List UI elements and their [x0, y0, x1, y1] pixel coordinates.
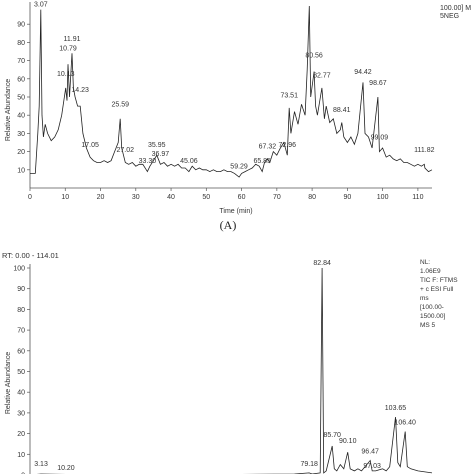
peak-label: 90.10: [339, 438, 357, 445]
panel-a-header-line-2: 5NEG: [440, 13, 459, 20]
peak-label: 11.91: [63, 36, 80, 43]
peak-label: 82.84: [313, 260, 331, 267]
peak-label: 35.95: [148, 142, 166, 149]
peak-label: 10.20: [57, 465, 75, 472]
peak-label: 80.56: [305, 53, 323, 60]
x-tick-label: 20: [97, 194, 105, 201]
panel-a-y-axis-title: Relative Abundance: [5, 79, 12, 141]
peak-label: 17.05: [81, 142, 99, 149]
y-tick-label: 90: [17, 286, 25, 293]
x-tick-label: 50: [202, 194, 210, 201]
panel-b-info-ms-level: MS 5: [420, 322, 436, 329]
peak-label: 36.97: [152, 151, 170, 158]
panel-a-label: (A): [220, 218, 237, 232]
y-tick-label: 30: [17, 131, 25, 138]
peak-label: 103.65: [385, 405, 407, 412]
x-tick-label: 10: [61, 194, 69, 201]
x-tick-label: 80: [308, 194, 316, 201]
y-tick-label: 80: [17, 40, 25, 47]
x-tick-label: 90: [343, 194, 351, 201]
x-tick-label: 40: [167, 194, 175, 201]
y-tick-label: 30: [17, 410, 25, 417]
peak-label: 3.13: [34, 461, 48, 468]
panel-b-info-nl: NL:: [420, 259, 430, 266]
peak-label: 67.32: [259, 144, 277, 151]
x-tick-label: 110: [412, 194, 423, 201]
y-tick-label: 0: [21, 473, 25, 474]
peak-label: 45.06: [180, 158, 198, 165]
peak-label: 73.51: [280, 93, 298, 100]
peak-label: 106.40: [394, 419, 416, 426]
panel-a-y-tick-labels: 10 20 30 40 50 60 70 80 90: [17, 22, 30, 174]
panel-b-y-tick-labels: 0 10 20 30 40 50 60 70 80 90 100: [13, 266, 30, 474]
peak-label: 82.77: [313, 73, 331, 80]
y-tick-label: 100: [13, 266, 25, 273]
y-tick-label: 90: [17, 22, 25, 29]
peak-label: 79.18: [300, 461, 318, 468]
y-tick-label: 70: [17, 58, 25, 65]
peak-label: 88.41: [333, 107, 351, 114]
chromatogram-panel-a: 100.00] M 5NEG Relative Abundance 10 20 30…: [5, 2, 471, 232]
panel-b-rt-range: RT: 0.00 - 114.01: [2, 251, 59, 260]
peak-label: 10.79: [59, 45, 77, 52]
x-tick-label: 60: [238, 194, 246, 201]
panel-b-tic-trace: [36, 267, 433, 474]
panel-a-x-tick-labels: 0 10 20 30 40 50 60 70 80 90 100 110: [28, 188, 424, 201]
y-tick-label: 10: [17, 167, 25, 174]
peak-label: 96.47: [361, 448, 379, 455]
peak-label: 97.03: [363, 463, 381, 470]
peak-label: 3.07: [34, 2, 48, 9]
y-tick-label: 70: [17, 328, 25, 335]
x-tick-label: 0: [28, 194, 32, 201]
y-tick-label: 40: [17, 390, 25, 397]
panel-b-info-ms: ms: [420, 295, 429, 302]
panel-a-header-line-1: 100.00] M: [440, 5, 471, 12]
y-tick-label: 40: [17, 113, 25, 120]
peak-label: 111.82: [414, 147, 434, 154]
chromatogram-panel-b: RT: 0.00 - 114.01 NL: 1.06E9 TIC F: FTMS…: [2, 251, 458, 474]
panel-a-tic-trace: [30, 5, 433, 178]
y-tick-label: 20: [17, 149, 25, 156]
x-tick-label: 70: [273, 194, 281, 201]
peak-label: 14.23: [71, 87, 89, 94]
peak-label: 98.67: [369, 80, 387, 87]
x-tick-label: 30: [132, 194, 140, 201]
panel-b-info-level: 1.06E9: [420, 268, 441, 275]
panel-b-info-range-start: [100.00-: [420, 304, 444, 311]
y-tick-label: 50: [17, 95, 25, 102]
panel-b-info-range-end: 1500.00]: [420, 313, 445, 320]
panel-b-info-filter: TIC F: FTMS: [420, 277, 458, 284]
y-tick-label: 80: [17, 307, 25, 314]
peak-label: 33.30: [139, 158, 157, 165]
panel-a-x-axis-title: Time (min): [219, 208, 252, 215]
peak-label: 85.70: [323, 432, 341, 439]
peak-label: 25.59: [111, 102, 129, 109]
panel-a-peak-labels: 3.07 10.79 10.13 11.91 14.23 17.05 25.59 27.02 3…: [34, 2, 435, 171]
y-tick-label: 20: [17, 431, 25, 438]
peak-label: 10.13: [57, 71, 75, 78]
peak-label: 27.02: [117, 147, 135, 154]
panel-b-y-axis-title: Relative Abundance: [5, 352, 12, 414]
panel-b-info-scan: + c ESI Full: [420, 286, 454, 293]
peak-label: 99.09: [371, 135, 389, 142]
y-tick-label: 10: [17, 452, 25, 459]
peak-label: 65.85: [253, 158, 271, 165]
peak-label: 72.96: [279, 142, 297, 149]
y-tick-label: 60: [17, 76, 25, 83]
peak-label: 94.42: [354, 69, 372, 76]
x-tick-label: 100: [377, 194, 389, 201]
y-tick-label: 60: [17, 348, 25, 355]
peak-label: 59.29: [230, 164, 248, 171]
y-tick-label: 50: [17, 369, 25, 376]
